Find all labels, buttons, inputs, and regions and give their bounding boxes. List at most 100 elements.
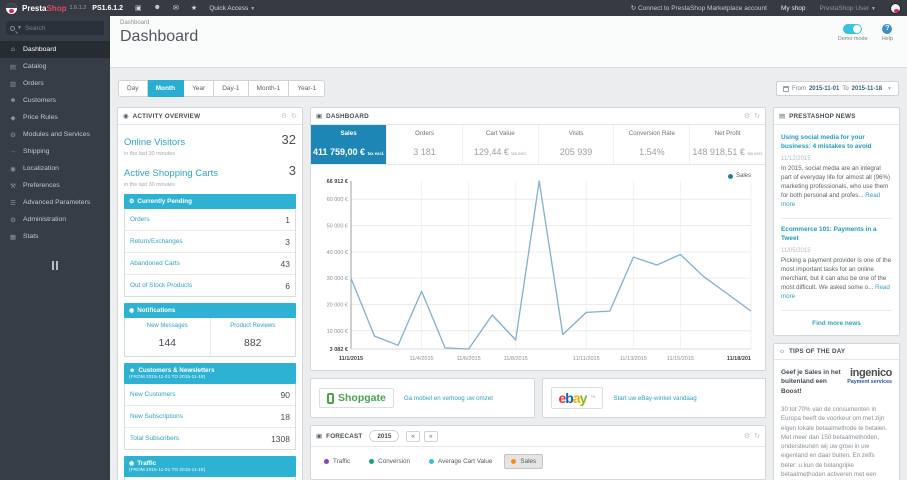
sidebar-item-dashboard[interactable]: ⌂ Dashboard (0, 41, 110, 58)
list-item[interactable]: Abandoned Carts 43 (125, 253, 295, 275)
user-icon: ☻ (129, 368, 136, 374)
forecast-legend-traffic[interactable]: Traffic (317, 454, 358, 469)
sidebar-item-orders[interactable]: ▥ Orders (9, 80, 44, 88)
help-icon[interactable]: ? (882, 24, 893, 34)
cart-icon[interactable]: ▣ (135, 5, 142, 12)
range-button-month[interactable]: Month (147, 80, 185, 97)
breadcrumb[interactable]: Dashboard (120, 20, 150, 26)
tips-panel-title: TIPS OF THE DAY (788, 347, 846, 355)
range-button-year-1[interactable]: Year-1 (289, 80, 326, 97)
sidebar-item-advanced-parameters[interactable]: ☰ Advanced Parameters (10, 199, 91, 207)
forecast-legend: Traffic Conversion Average Cart Value Sales (311, 447, 765, 479)
gear-icon[interactable]: ⚙ (743, 432, 751, 440)
range-button-day-1[interactable]: Day-1 (214, 80, 249, 97)
metric-link-active-shopping-carts[interactable]: Active Shopping Carts (124, 168, 218, 179)
refresh-icon[interactable]: ↻ (754, 432, 760, 440)
shopgate-logo: Shopgate (319, 388, 394, 408)
range-button-group: Day Month Year Day-1 Month-1 Year-1 (118, 80, 326, 97)
chart-legend[interactable]: Sales (727, 173, 751, 179)
legend-dot-icon (324, 459, 329, 464)
sidebar-item-administration[interactable]: ⚙ Administration (10, 216, 67, 224)
user-avatar[interactable] (890, 2, 901, 14)
bulb-icon: ☼ (779, 347, 785, 355)
sidebar-item-modules-and-services[interactable]: ⚙ Modules and Services (10, 131, 90, 139)
svg-text:50 000 €: 50 000 € (327, 224, 348, 230)
news-article-title[interactable]: Ecommerce 101: Payments in a Tweet (781, 225, 877, 242)
list-item[interactable]: New Customers 90 (125, 384, 295, 406)
messages-icon[interactable]: ✉ (173, 5, 179, 12)
shopgate-link[interactable]: Ga mobiel en verhoog uw omzet (403, 394, 493, 402)
notification-new-messages[interactable]: New Messages 144 (146, 323, 188, 349)
svg-text:11/13/2015: 11/13/2015 (620, 356, 647, 362)
kpi-tile-visits[interactable]: Visits 205 939 (539, 125, 615, 164)
svg-text:66 912 €: 66 912 € (327, 179, 348, 185)
read-more-link[interactable]: Read more (781, 283, 890, 300)
kpi-tile-sales[interactable]: Sales 411 759,00 € tax excl. (311, 125, 388, 164)
customers-icon[interactable]: ☻ (153, 4, 162, 11)
gear-icon[interactable]: ⚙ (280, 112, 288, 120)
section-banner-traffic: ◉ Traffic (FROM 2015-11-01 TO 2015-11-18) (124, 456, 296, 477)
sidebar-item-preferences[interactable]: ⚒ Preferences (10, 182, 60, 190)
preferences-icon: ⚒ (10, 182, 16, 190)
range-button-day[interactable]: Day (118, 80, 148, 97)
list-item[interactable]: Total Subscribers 1308 (130, 433, 290, 444)
refresh-icon[interactable]: ↻ (291, 112, 297, 120)
kpi-tile-cart-value[interactable]: Cart Value 129,44 € tax excl. (463, 125, 539, 164)
find-more-news-link[interactable]: Find more news (812, 319, 861, 327)
svg-text:11/18/201: 11/18/201 (727, 356, 751, 362)
marketplace-connect-link[interactable]: ↻ Connect to PrestaShop Marketplace acco… (630, 5, 767, 12)
forecast-next-button[interactable]: » (424, 430, 438, 442)
range-button-month-1[interactable]: Month-1 (248, 80, 290, 97)
forecast-prev-button[interactable]: « (406, 430, 421, 442)
legend-dot-icon (369, 459, 375, 464)
pin-icon[interactable]: ★ (190, 5, 198, 12)
svg-text:10 000 €: 10 000 € (327, 329, 348, 335)
search-input[interactable] (24, 24, 95, 32)
list-item[interactable]: New Subscriptions 18 (125, 406, 295, 428)
forecast-legend-sales[interactable]: Sales (504, 454, 544, 469)
sidebar-item-catalog[interactable]: ▤ Catalog (9, 63, 47, 71)
sidebar-item-stats[interactable]: ▦ Stats (9, 233, 39, 241)
svg-text:40 000 €: 40 000 € (327, 250, 348, 256)
list-item[interactable]: Out of Stock Products 6 (130, 280, 290, 291)
sidebar-item-localization[interactable]: ◉ Localization (10, 165, 59, 173)
calendar-icon (782, 85, 789, 92)
list-item[interactable]: Orders 1 (125, 209, 295, 231)
my-shop-link[interactable]: My shop (780, 4, 806, 12)
svg-text:3 082 €: 3 082 € (330, 347, 348, 353)
collapse-sidebar-button[interactable] (0, 261, 110, 270)
ebay-link[interactable]: Start uw eBay-winkel vandaag (613, 394, 697, 402)
quick-access-menu[interactable]: Quick Access ▼ (209, 4, 256, 12)
read-more-link[interactable]: Read more (781, 191, 881, 208)
kpi-tile-conversion-rate[interactable]: Conversion Rate 1.54% (614, 125, 691, 164)
list-item[interactable]: Return/Exchanges 3 (125, 231, 295, 253)
sidebar-search[interactable]: ▼ (6, 21, 104, 35)
demo-mode-toggle[interactable] (843, 24, 863, 34)
date-from-value: 2015-11-01 (808, 85, 840, 92)
kpi-row: Sales 411 759,00 € tax excl. Orders 3 181 Ca… (311, 125, 765, 165)
google-analytics-link[interactable]: Link to your Google Analytics account (124, 477, 296, 480)
section-banner-notifications: ◉ Notifications (124, 303, 296, 318)
user-menu[interactable]: PrestaShop User ▼ (819, 4, 876, 12)
metric-link-online-visitors[interactable]: Online Visitors (124, 137, 186, 148)
forecast-legend-conversion[interactable]: Conversion (362, 454, 418, 469)
gear-icon[interactable]: ⚙ (743, 112, 751, 120)
shop-version: PS1.6.1.2 (92, 4, 124, 12)
notification-product-reviews[interactable]: Product Reviews 882 (209, 318, 296, 356)
prestashop-news-panel: ▤ PRESTASHOP NEWS Using social media for… (773, 107, 900, 336)
sidebar-item-price-rules[interactable]: ◆ Price Rules (10, 114, 58, 122)
forecast-legend-average-cart-value[interactable]: Average Cart Value (422, 454, 500, 469)
page-header: Dashboard Dashboard Demo mode ? Help (110, 16, 907, 68)
sidebar-menu: ⌂ Dashboard ▤ Catalog ▥ Orders ☻ Customers ◆ Pric… (0, 41, 110, 245)
activity-overview-panel: ◉ ACTIVITY OVERVIEW ⚙ ↻ Online Visitors i… (117, 107, 303, 480)
sidebar-item-shipping[interactable]: → Shipping (9, 148, 50, 155)
range-button-year[interactable]: Year (184, 80, 215, 97)
kpi-tile-net-profit[interactable]: Net Profit 148 918,51 € tax excl. (692, 130, 763, 157)
localization-icon: ◉ (10, 165, 16, 173)
sidebar-item-customers[interactable]: ☻ Customers (9, 97, 56, 104)
refresh-icon[interactable]: ↻ (754, 112, 760, 120)
news-article-title[interactable]: Using social media for your business: 4 … (781, 134, 872, 150)
catalog-icon: ▤ (9, 63, 17, 71)
kpi-tile-orders[interactable]: Orders 3 181 (387, 125, 463, 164)
date-range-picker[interactable]: From 2015-11-01 To 2015-11-18 ▼ (775, 81, 899, 96)
